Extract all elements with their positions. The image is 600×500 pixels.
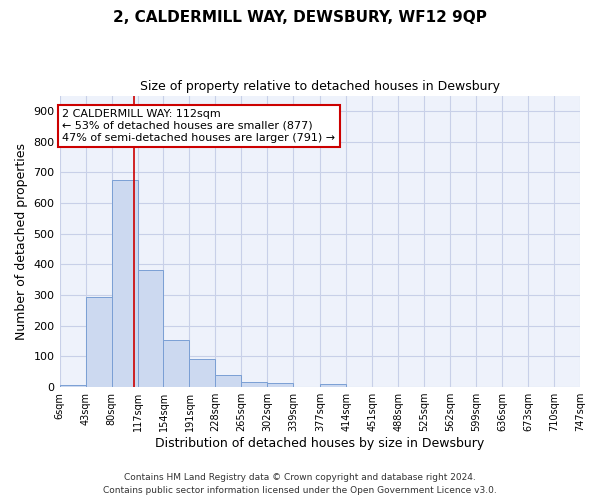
- Bar: [163, 340, 190, 387]
- Y-axis label: Number of detached properties: Number of detached properties: [15, 143, 28, 340]
- Bar: [215, 375, 241, 387]
- Bar: [241, 382, 268, 387]
- Title: Size of property relative to detached houses in Dewsbury: Size of property relative to detached ho…: [140, 80, 500, 93]
- Bar: [112, 180, 137, 387]
- Bar: [190, 360, 215, 387]
- X-axis label: Distribution of detached houses by size in Dewsbury: Distribution of detached houses by size …: [155, 437, 484, 450]
- Text: Contains HM Land Registry data © Crown copyright and database right 2024.
Contai: Contains HM Land Registry data © Crown c…: [103, 474, 497, 495]
- Bar: [137, 270, 163, 387]
- Bar: [268, 384, 293, 387]
- Bar: [86, 296, 112, 387]
- Bar: [320, 384, 346, 387]
- Text: 2 CALDERMILL WAY: 112sqm
← 53% of detached houses are smaller (877)
47% of semi-: 2 CALDERMILL WAY: 112sqm ← 53% of detach…: [62, 110, 335, 142]
- Text: 2, CALDERMILL WAY, DEWSBURY, WF12 9QP: 2, CALDERMILL WAY, DEWSBURY, WF12 9QP: [113, 10, 487, 25]
- Bar: [59, 384, 86, 387]
